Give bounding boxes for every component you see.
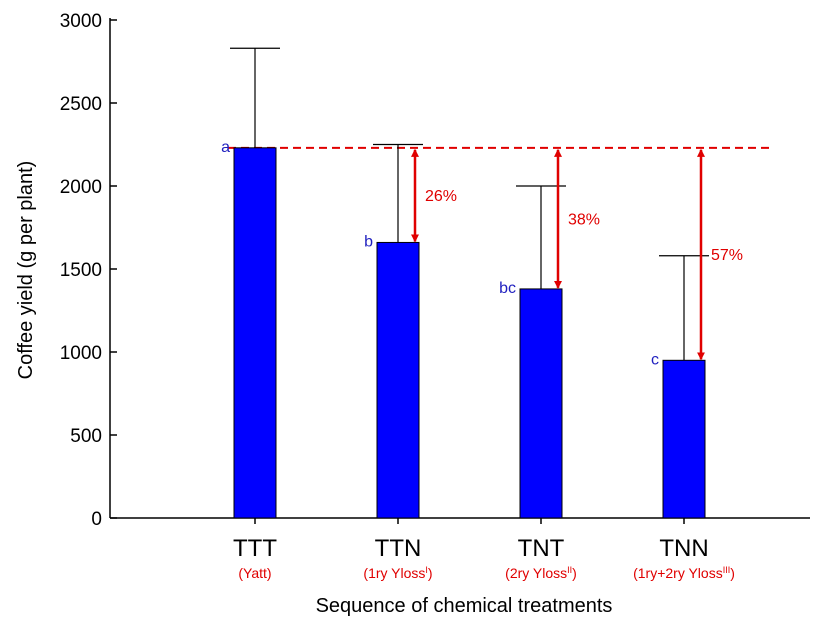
bar-ttn — [376, 241, 420, 519]
y-tick-label: 2500 — [60, 94, 102, 115]
y-tick-label: 3000 — [60, 11, 102, 32]
category-label: TTN — [375, 535, 422, 562]
y-tick-label: 500 — [70, 426, 102, 447]
significance-letter: bc — [499, 280, 516, 297]
y-axis-title: Coffee yield (g per plant) — [15, 161, 37, 380]
significance-letter: b — [364, 233, 373, 250]
significance-letter: a — [221, 139, 230, 156]
bar-tnt — [519, 288, 563, 519]
y-tick-label: 0 — [91, 509, 102, 530]
category-label: TNT — [518, 535, 565, 562]
bar-tnn — [662, 359, 706, 519]
y-tick-label: 2000 — [60, 177, 102, 198]
y-tick-label: 1500 — [60, 260, 102, 281]
loss-percent-label: 38% — [568, 211, 600, 228]
category-sublabel: (1ry+2ry YlossIII) — [633, 565, 735, 581]
significance-letter: c — [651, 351, 659, 368]
category-label: TTT — [233, 535, 277, 562]
category-sublabel: (2ry YlossII) — [505, 565, 577, 581]
loss-percent-label: 26% — [425, 188, 457, 205]
category-sublabel: (1ry YlossI) — [363, 565, 432, 581]
category-sublabel: (Yatt) — [238, 565, 271, 581]
y-tick-label: 1000 — [60, 343, 102, 364]
category-label: TNN — [659, 535, 708, 562]
x-axis-title: Sequence of chemical treatments — [316, 595, 613, 617]
bar-ttt — [233, 147, 277, 519]
loss-percent-label: 57% — [711, 247, 743, 264]
